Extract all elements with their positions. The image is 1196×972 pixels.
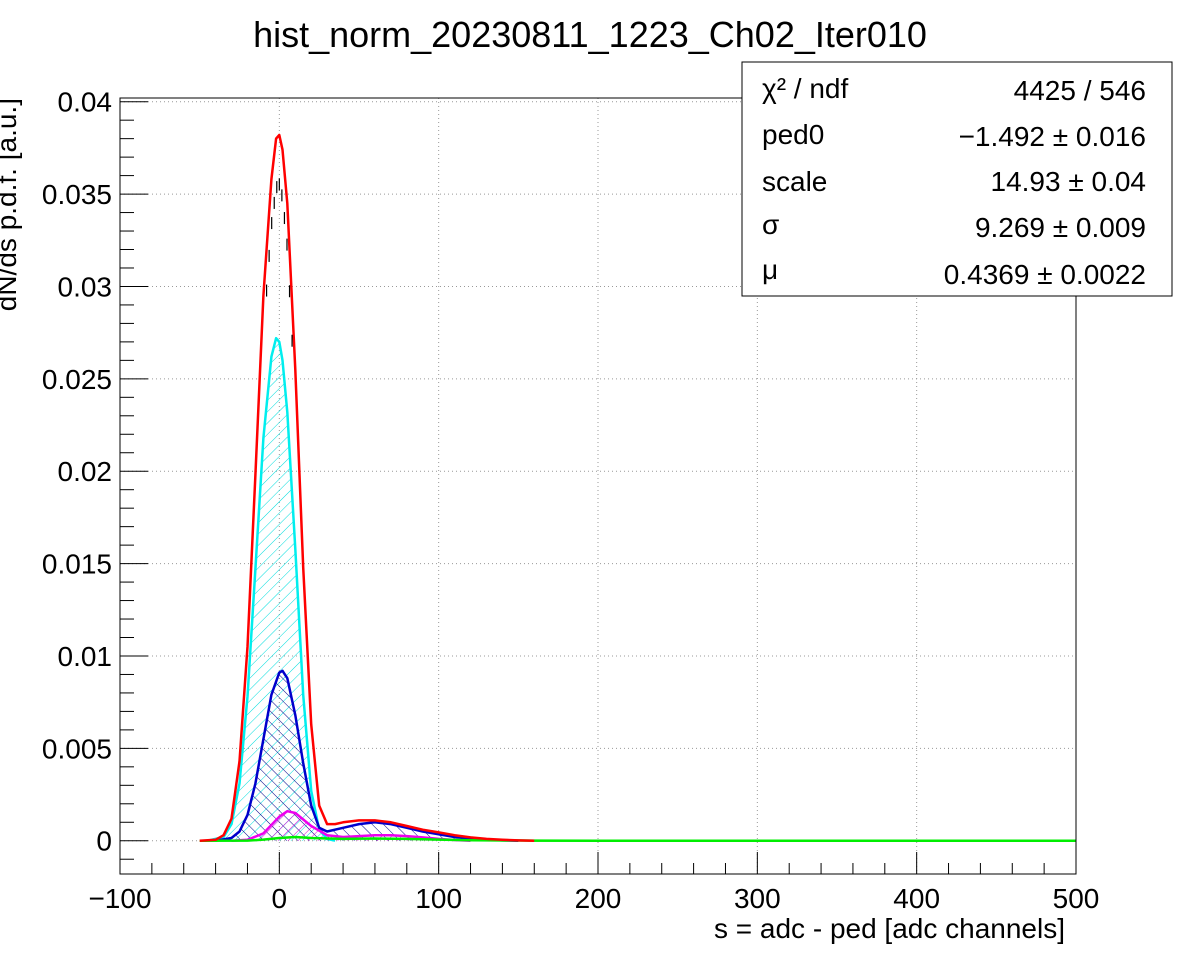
stat-label-chi2: χ² / ndf (762, 73, 849, 104)
stat-label-scale: scale (762, 166, 827, 197)
x-axis: −100 0 100 200 300 400 500 (88, 852, 1099, 914)
x-tick-label: 500 (1053, 883, 1100, 914)
stat-value-ped0: −1.492 ± 0.016 (959, 121, 1146, 152)
stat-label-ped0: ped0 (762, 119, 824, 150)
x-axis-label: s = adc - ped [adc channels] (714, 913, 1065, 944)
y-tick-label: 0 (96, 826, 112, 857)
curve-fill-3 (231, 811, 471, 841)
stat-value-sigma: 9.269 ± 0.009 (975, 212, 1146, 243)
series-line-0 (199, 133, 535, 842)
x-tick-label: −100 (88, 883, 151, 914)
y-tick-label: 0.02 (58, 456, 113, 487)
curve-fill-2 (215, 670, 519, 841)
y-axis-label: dN/ds p.d.f. [a.u.] (0, 98, 22, 311)
stat-value-chi2: 4425 / 546 (1014, 75, 1146, 106)
series-line-2 (215, 669, 519, 842)
series-line-3 (231, 809, 471, 842)
y-tick-label: 0.005 (42, 733, 112, 764)
curve-fills (207, 338, 519, 841)
y-tick-label: 0.015 (42, 549, 112, 580)
stat-label-mu: μ (762, 254, 778, 285)
stat-label-sigma: σ (762, 209, 779, 240)
stat-value-scale: 14.93 ± 0.04 (991, 166, 1147, 197)
series-line-1 (207, 336, 336, 842)
y-tick-label: 0.035 (42, 179, 112, 210)
y-axis: 0 0.005 0.01 0.015 0.02 0.025 0.03 0.035 0.04 (42, 87, 148, 860)
data-points (265, 178, 293, 347)
stats-box-frame (741, 61, 1173, 297)
x-tick-label: 400 (893, 883, 940, 914)
x-tick-label: 300 (734, 883, 781, 914)
curves (199, 133, 1076, 842)
x-tick-label: 200 (575, 883, 622, 914)
chart-title: hist_norm_20230811_1223_Ch02_Iter010 (253, 14, 927, 55)
y-tick-label: 0.04 (58, 87, 113, 118)
stat-value-mu: 0.4369 ± 0.0022 (944, 259, 1146, 290)
x-tick-label: 100 (415, 883, 462, 914)
y-tick-label: 0.03 (58, 271, 113, 302)
curve-fill-1 (207, 338, 336, 841)
x-tick-label: 0 (272, 883, 288, 914)
y-tick-label: 0.025 (42, 364, 112, 395)
stats-box: χ² / ndf 4425 / 546 ped0 −1.492 ± 0.016 … (741, 61, 1173, 297)
y-tick-label: 0.01 (58, 641, 113, 672)
